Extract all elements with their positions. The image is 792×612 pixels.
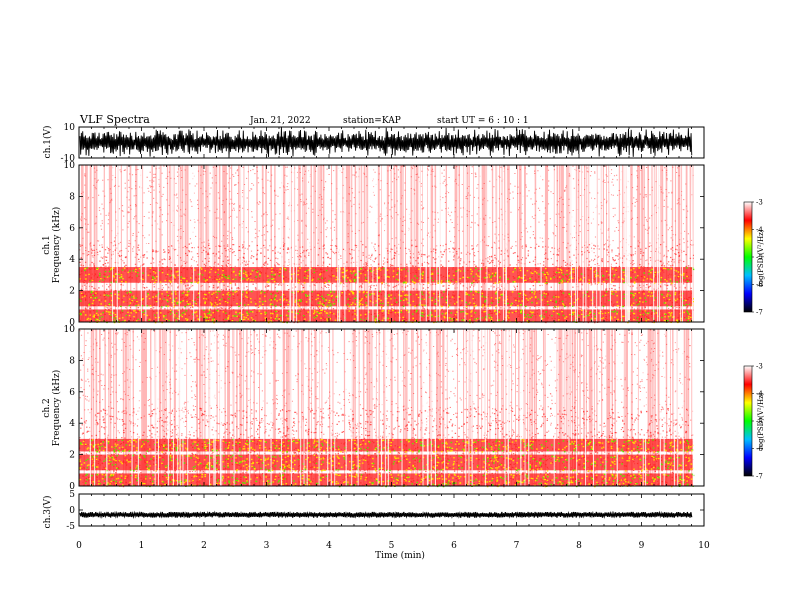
band-yellow	[80, 290, 695, 308]
xtick-label: 9	[639, 541, 645, 551]
colorbar-tick-label: -5	[756, 254, 763, 262]
band-green	[84, 473, 695, 488]
spectrogram-2-band-1	[79, 454, 694, 472]
band-yellow	[79, 454, 694, 472]
colorbar-tick-label: -5	[756, 418, 763, 426]
xtick-label: 7	[514, 541, 520, 551]
xtick-label: 6	[451, 541, 457, 551]
ch1-ylabel: ch.1(V)	[42, 126, 53, 159]
band-green	[79, 438, 693, 453]
colorbar-gradient	[743, 365, 753, 477]
colorbar-tick-label: -3	[756, 199, 763, 207]
band-yellow	[79, 267, 688, 284]
xtick-label: 8	[576, 541, 582, 551]
colorbar-tick-label: -7	[756, 309, 763, 317]
figure-title: VLF Spectra	[79, 113, 150, 126]
ytick-label: 6	[69, 224, 75, 234]
ch3-waveform-panel: 5 0 -5	[66, 490, 705, 532]
spectrogram-2-band-2	[79, 438, 694, 453]
low-freq-noise	[79, 243, 694, 324]
ytick-label: 2	[69, 287, 75, 297]
x-axis-label: Time (min)	[375, 550, 425, 561]
station-label: station=KAP	[343, 116, 401, 126]
ytick-label: 4	[69, 255, 75, 265]
band-green	[84, 267, 695, 284]
ch1-colorbar: -3 -4 -5 -6 -7	[743, 199, 763, 317]
xtick-label: 5	[389, 541, 395, 551]
colorbar2-label: log(PSD)(V²/Hz)	[757, 392, 765, 449]
colorbar-tick-label: -6	[756, 281, 763, 289]
spec1-side-label: ch.1	[42, 235, 52, 254]
colorbar-tick-label: -3	[756, 363, 763, 371]
ch3-ylabel: ch.3(V)	[42, 496, 53, 529]
spec2-side-label: ch.2	[42, 398, 52, 417]
ytick-label: 0	[69, 506, 75, 516]
ch1-waveform-line	[79, 127, 693, 157]
colorbar-tick-label: -4	[756, 390, 763, 398]
ch2-spectrogram-panel: 0 2 4 6 8 10	[64, 325, 705, 492]
colorbar-tick-label: -4	[756, 226, 763, 234]
ytick-label: 6	[69, 388, 75, 398]
ch1-spectrogram-panel: 0 2 4 6 8 10	[64, 161, 705, 328]
ytick-label: 2	[69, 451, 75, 461]
colorbar-tick-label: -7	[756, 473, 763, 481]
noise-specks	[79, 165, 694, 323]
xtick-label: 4	[326, 541, 332, 551]
spec1-ylabel: Frequency (kHz)	[51, 207, 62, 284]
xtick-label: 2	[201, 541, 207, 551]
band-green	[79, 309, 693, 324]
ytick-label: 10	[64, 325, 76, 335]
ytick-label: 0	[69, 318, 75, 328]
ytick-label: 5	[69, 490, 75, 500]
band-yellow	[79, 309, 693, 324]
colorbar-tick-label: -6	[756, 445, 763, 453]
ytick-label: -10	[61, 154, 76, 164]
ytick-label: 10	[64, 161, 76, 171]
ch3-waveform-line	[79, 510, 693, 520]
colorbar1-label: log(PSD)(V²/Hz)	[757, 229, 765, 286]
spectrogram-1-noise	[79, 165, 694, 324]
xtick-label: 3	[264, 541, 270, 551]
ch2-colorbar: -3 -4 -5 -6 -7	[743, 363, 763, 481]
ytick-label: 8	[69, 192, 75, 202]
ytick-label: -5	[66, 522, 75, 532]
ch3-frame	[78, 493, 705, 527]
spec2-ylabel: Frequency (kHz)	[51, 370, 62, 447]
xtick-label: 1	[139, 541, 145, 551]
ytick-label: 8	[69, 356, 75, 366]
spectrogram-2-band-0	[79, 473, 695, 488]
colorbar-gradient	[743, 201, 753, 313]
date-label: Jan. 21, 2022	[249, 116, 311, 126]
xtick-label: 0	[76, 541, 82, 551]
ytick-label: 4	[69, 419, 75, 429]
ch1-waveform-panel: 10 -10	[61, 123, 705, 164]
impulse-columns	[81, 165, 694, 322]
xtick-label: 10	[698, 541, 710, 551]
noise-specks	[79, 329, 694, 487]
ytick-label: 0	[69, 482, 75, 492]
ytick-label: 10	[64, 123, 76, 133]
start-ut-label: start UT = 6 : 10 : 1	[437, 116, 529, 126]
x-axis-ticks: 0 1 2 3 4 5 6 7 8 9 10	[76, 541, 710, 551]
